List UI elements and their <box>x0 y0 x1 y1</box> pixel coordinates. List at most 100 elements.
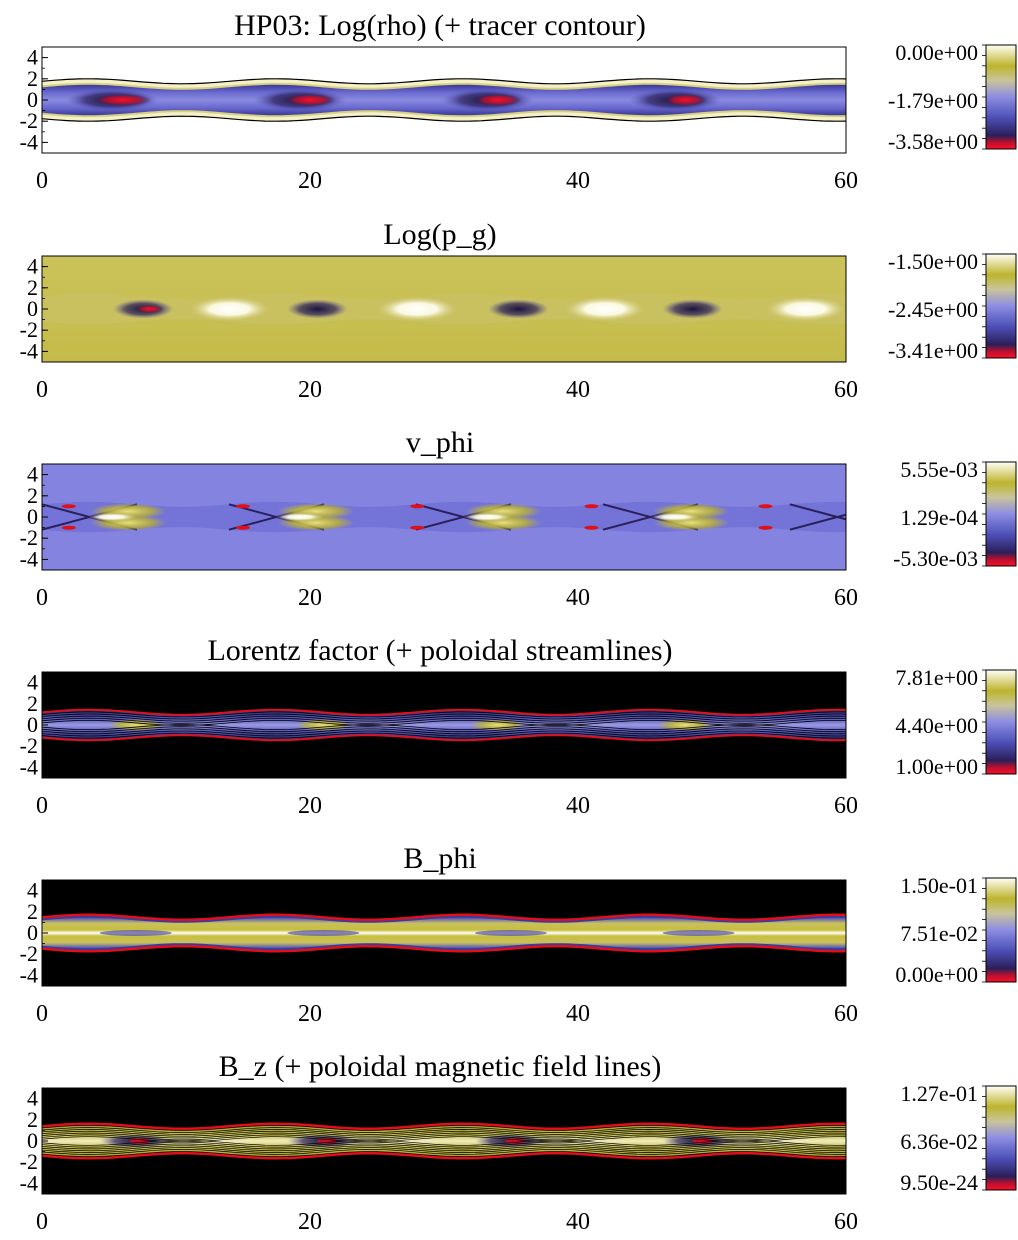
y-tick-label: 4 <box>27 45 38 70</box>
vphi-red-top <box>410 504 425 509</box>
panel-6: B_z (+ poloidal magnetic field lines)420… <box>20 1050 1017 1235</box>
panel-1: HP03: Log(rho) (+ tracer contour)420-2-4… <box>20 9 1017 194</box>
pressure-peak <box>377 296 458 322</box>
colorbar-label: -1.50e+00 <box>888 249 978 274</box>
tracer-contour-bottom <box>42 115 846 122</box>
jet-boundary-top <box>42 913 846 922</box>
vphi-red-bottom <box>410 525 425 530</box>
y-tick-label: -2 <box>20 1149 38 1174</box>
y-tick-label: 2 <box>27 899 38 924</box>
heatmap-area <box>42 672 846 778</box>
jet-boundary-bottom <box>42 944 846 953</box>
lorentz-knot <box>469 719 526 731</box>
lorentz-knot <box>657 719 714 731</box>
y-tick-label: 4 <box>27 254 38 279</box>
x-tick-label: 60 <box>834 793 858 819</box>
x-tick-label: 40 <box>566 585 590 611</box>
field-line <box>42 1139 846 1146</box>
field-line <box>42 1134 846 1141</box>
y-tick-label: -4 <box>20 962 38 987</box>
jet-band <box>42 917 846 949</box>
y-tick-label: -4 <box>20 129 38 154</box>
colorbar-label: -3.41e+00 <box>888 338 978 363</box>
field-line <box>42 1130 846 1137</box>
colorbar <box>985 877 1017 983</box>
heatmap-area <box>42 880 846 986</box>
heatmap-area <box>42 1088 846 1194</box>
x-tick-label: 40 <box>566 1209 590 1235</box>
x-tick-label: 20 <box>298 1001 322 1027</box>
y-tick-label: 0 <box>27 712 38 737</box>
y-tick-label: -4 <box>20 754 38 779</box>
pressure-peak <box>564 296 645 322</box>
bphi-knot <box>475 930 547 936</box>
x-tick-label: 0 <box>36 377 48 403</box>
panel-title: B_phi <box>403 842 476 875</box>
vphi-red-top <box>758 504 773 509</box>
knot-red <box>663 94 707 106</box>
y-tick-label: -4 <box>20 546 38 571</box>
x-tick-label: 20 <box>298 377 322 403</box>
knot-dark <box>662 299 723 319</box>
streamline <box>42 726 846 733</box>
knot-red <box>473 94 522 106</box>
colorbar <box>985 253 1017 359</box>
jet-boundary-bottom <box>42 734 846 742</box>
x-tick-label: 60 <box>834 377 858 403</box>
y-tick-label: 4 <box>27 1086 38 1111</box>
vphi-red-top <box>236 504 250 509</box>
colorbar-label: 9.50e-24 <box>900 1170 978 1195</box>
field-line <box>42 1132 846 1139</box>
x-tick-label: 0 <box>36 793 48 819</box>
y-tick-label: 0 <box>27 1128 38 1153</box>
y-tick-label: -2 <box>20 108 38 133</box>
knot-red <box>93 94 152 106</box>
bphi-knot <box>662 930 735 936</box>
y-tick-label: -4 <box>20 338 38 363</box>
jet-boundary-top <box>42 1122 846 1131</box>
vphi-red-bottom <box>758 525 773 530</box>
y-tick-label: 2 <box>27 275 38 300</box>
vphi-red-top <box>61 504 76 509</box>
streamline <box>42 730 846 737</box>
panel-title: HP03: Log(rho) (+ tracer contour) <box>234 9 646 42</box>
y-tick-label: -2 <box>20 733 38 758</box>
colorbar <box>985 1085 1017 1191</box>
colorbar-label: 7.81e+00 <box>895 665 978 690</box>
colorbar-label: -1.79e+00 <box>888 88 978 113</box>
knot-red <box>284 94 336 106</box>
colorbar-label: 6.36e-02 <box>900 1129 978 1154</box>
jet-boundary-top <box>42 708 846 716</box>
y-tick-label: 0 <box>27 920 38 945</box>
colorbar-label: 1.00e+00 <box>895 754 978 779</box>
streamline <box>42 713 846 720</box>
field-line <box>42 1147 846 1153</box>
x-tick-label: 40 <box>566 1001 590 1027</box>
y-tick-label: 0 <box>27 87 38 112</box>
field-line <box>42 1143 846 1150</box>
y-tick-label: 0 <box>27 296 38 321</box>
field-line <box>42 1136 846 1143</box>
y-tick-label: -2 <box>20 941 38 966</box>
field-line <box>42 1129 846 1135</box>
streamline <box>42 715 846 722</box>
x-tick-label: 20 <box>298 1209 322 1235</box>
knot-dark <box>488 299 549 319</box>
colorbar-label: 0.00e+00 <box>895 962 978 987</box>
colorbar <box>985 669 1017 775</box>
x-tick-label: 20 <box>298 168 322 194</box>
streamline <box>42 728 846 735</box>
x-tick-label: 0 <box>36 1001 48 1027</box>
colorbar <box>985 461 1017 567</box>
y-tick-label: 2 <box>27 66 38 91</box>
colorbar-label: 4.40e+00 <box>895 713 978 738</box>
tracer-contour-top <box>42 78 846 85</box>
field-line <box>42 1127 846 1133</box>
panel-4: Lorentz factor (+ poloidal streamlines) 4… <box>20 634 1017 819</box>
x-tick-label: 40 <box>566 377 590 403</box>
x-tick-label: 20 <box>298 793 322 819</box>
x-tick-label: 40 <box>566 793 590 819</box>
colorbar-label: 1.27e-01 <box>900 1081 978 1106</box>
y-tick-label: -2 <box>20 525 38 550</box>
